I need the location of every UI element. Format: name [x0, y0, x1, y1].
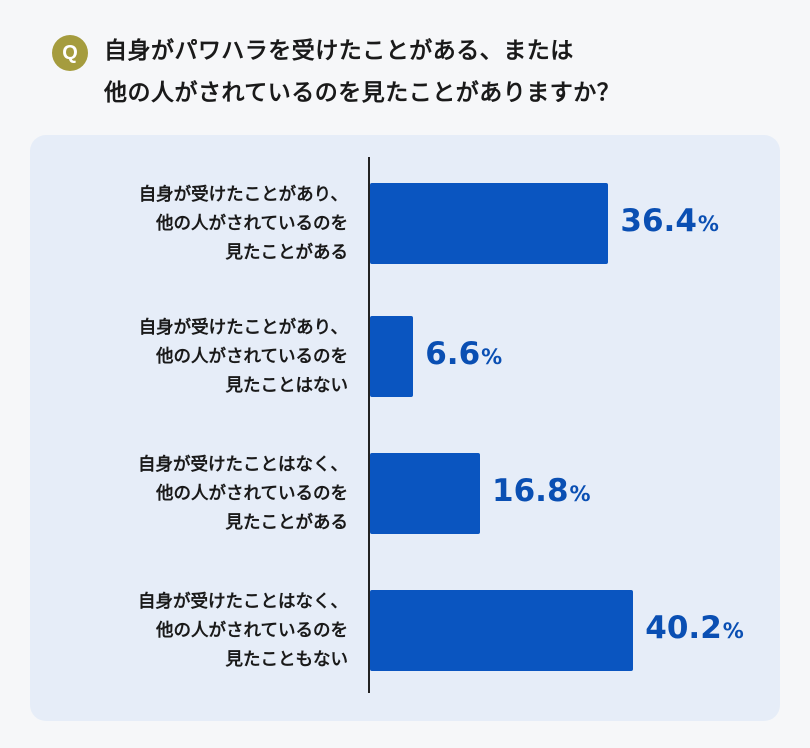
- category-label: 自身が受けたことはなく、他の人がされているのを見たこともない: [138, 588, 348, 675]
- category-label-line: 他の人がされているのを: [156, 484, 348, 504]
- question-text: 自身がパワハラを受けたことがある、または 他の人がされているのを見たことがありま…: [104, 30, 620, 114]
- data-label-value: 36.4: [620, 203, 697, 239]
- category-label-line: 見たことがある: [225, 243, 349, 263]
- category-label-line: 他の人がされているのを: [156, 214, 348, 234]
- data-label-unit: %: [697, 212, 719, 236]
- bar: [370, 183, 609, 264]
- category-label: 自身が受けたことがあり、他の人がされているのを見たことがある: [139, 181, 348, 268]
- bar: [370, 453, 481, 534]
- data-label: 6.6%: [425, 336, 502, 372]
- category-label-line: 自身が受けたことはなく、: [138, 592, 348, 612]
- category-label-line: 他の人がされているのを: [156, 621, 348, 641]
- category-label-line: 自身が受けたことがあり、: [138, 318, 348, 338]
- data-label-value: 6.6: [425, 336, 481, 372]
- category-label-line: 自身が受けたことはなく、: [138, 455, 348, 475]
- category-label-line: 見たことがある: [225, 513, 349, 533]
- bar: [370, 590, 634, 671]
- category-label-line: 自身が受けたことがあり、: [138, 185, 348, 205]
- bar: [370, 316, 414, 397]
- data-label: 16.8%: [492, 473, 591, 509]
- question-badge: Q: [52, 35, 88, 71]
- data-label-unit: %: [569, 482, 591, 506]
- category-label-line: 他の人がされているのを: [156, 347, 348, 367]
- data-label-value: 16.8: [492, 473, 569, 509]
- y-axis-line: [368, 157, 370, 693]
- category-label: 自身が受けたことはなく、他の人がされているのを見たことがある: [138, 451, 348, 538]
- data-label-unit: %: [481, 345, 503, 369]
- question-line-2: 他の人がされているのを見たことがありますか？: [104, 80, 621, 106]
- question-line-1: 自身がパワハラを受けたことがある、または: [104, 38, 574, 64]
- category-label-line: 見たことはない: [225, 376, 349, 396]
- category-label: 自身が受けたことがあり、他の人がされているのを見たことはない: [139, 314, 348, 401]
- data-label: 36.4%: [620, 203, 719, 239]
- category-label-line: 見たこともない: [225, 650, 349, 670]
- data-label-value: 40.2: [645, 610, 722, 646]
- data-label-unit: %: [722, 619, 744, 643]
- data-label: 40.2%: [645, 610, 744, 646]
